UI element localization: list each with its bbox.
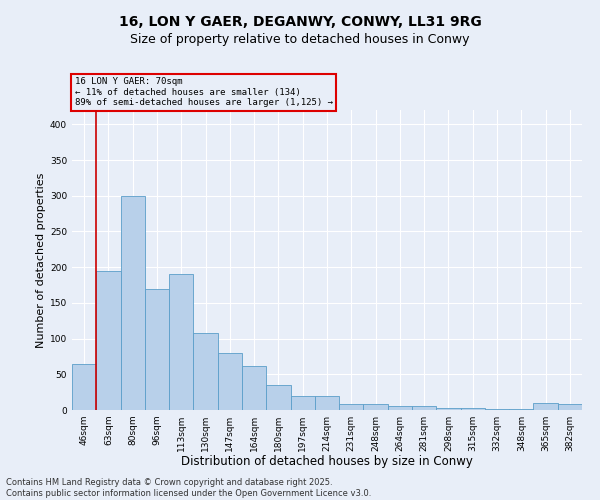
Text: Size of property relative to detached houses in Conwy: Size of property relative to detached ho… — [130, 32, 470, 46]
Bar — [412, 406, 436, 410]
Bar — [145, 288, 169, 410]
Bar — [218, 353, 242, 410]
Text: 16, LON Y GAER, DEGANWY, CONWY, LL31 9RG: 16, LON Y GAER, DEGANWY, CONWY, LL31 9RG — [119, 15, 481, 29]
Bar — [193, 333, 218, 410]
X-axis label: Distribution of detached houses by size in Conwy: Distribution of detached houses by size … — [181, 456, 473, 468]
Bar — [533, 403, 558, 410]
Bar — [169, 274, 193, 410]
Bar — [96, 270, 121, 410]
Bar — [339, 404, 364, 410]
Bar — [364, 404, 388, 410]
Bar — [461, 408, 485, 410]
Bar — [266, 385, 290, 410]
Text: Contains HM Land Registry data © Crown copyright and database right 2025.
Contai: Contains HM Land Registry data © Crown c… — [6, 478, 371, 498]
Text: 16 LON Y GAER: 70sqm
← 11% of detached houses are smaller (134)
89% of semi-deta: 16 LON Y GAER: 70sqm ← 11% of detached h… — [74, 77, 332, 107]
Y-axis label: Number of detached properties: Number of detached properties — [36, 172, 46, 348]
Bar — [388, 406, 412, 410]
Bar — [436, 408, 461, 410]
Bar — [558, 404, 582, 410]
Bar — [72, 364, 96, 410]
Bar — [509, 408, 533, 410]
Bar — [485, 408, 509, 410]
Bar — [315, 396, 339, 410]
Bar — [121, 196, 145, 410]
Bar — [290, 396, 315, 410]
Bar — [242, 366, 266, 410]
